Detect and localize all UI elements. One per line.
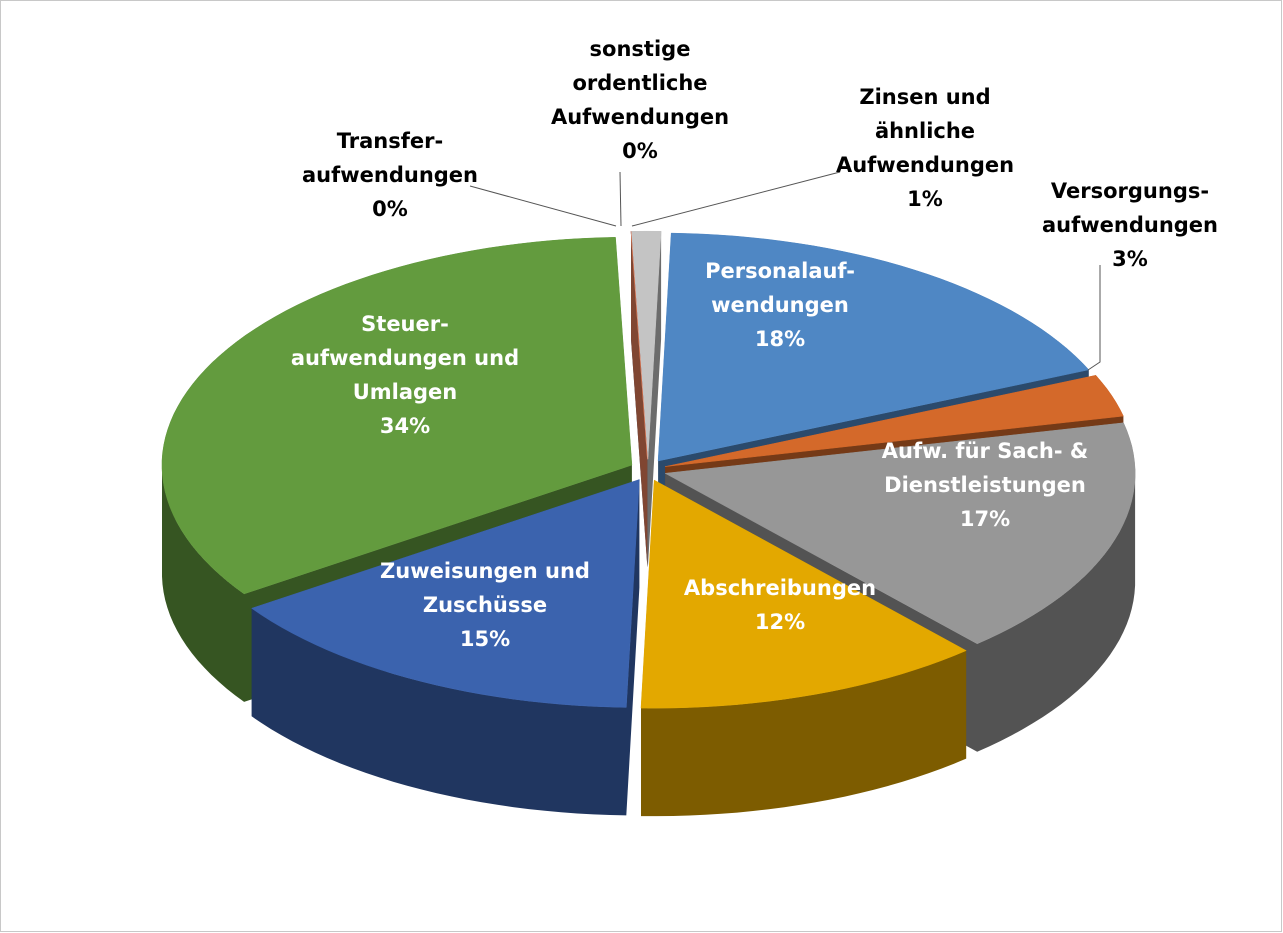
- slice-label-box: Abschreibungen 12%: [660, 568, 900, 643]
- category-label: Personalauf- wendungen: [705, 259, 855, 317]
- slice-label-box: Transfer- aufwendungen 0%: [280, 120, 500, 230]
- slice-label-box: Versorgungs- aufwendungen 3%: [1015, 170, 1245, 280]
- slice-label-box: Zinsen und ähnliche Aufwendungen 1%: [810, 76, 1040, 221]
- slice-label: Transfer- aufwendungen 0%: [280, 120, 500, 230]
- leader-line: [1087, 265, 1101, 371]
- slice-label: Abschreibungen 12%: [660, 568, 900, 643]
- category-label: sonstige ordentliche Aufwendungen: [550, 37, 730, 129]
- value-label: 0%: [622, 139, 658, 163]
- slice: [251, 479, 640, 708]
- category-label: Aufw. für Sach- & Dienstleistungen: [881, 439, 1089, 497]
- value-label: 18%: [754, 327, 806, 351]
- slice-side: [631, 231, 648, 568]
- slice-label: Aufw. für Sach- & Dienstleistungen 17%: [855, 430, 1115, 540]
- category-label: Abschreibungen: [683, 576, 877, 600]
- category-label: Transfer- aufwendungen: [301, 129, 478, 187]
- value-label: 17%: [959, 507, 1011, 531]
- leader-line: [631, 171, 841, 227]
- slice: [665, 375, 1124, 467]
- slice-label-box: sonstige ordentliche Aufwendungen 0%: [525, 28, 755, 173]
- value-label: 0%: [372, 197, 408, 221]
- slice-label: Steuer- aufwendungen und Umlagen 34%: [265, 303, 545, 448]
- slice: [631, 230, 662, 460]
- value-label: 3%: [1112, 247, 1148, 271]
- slice-label: sonstige ordentliche Aufwendungen 0%: [525, 28, 755, 173]
- slice-label-box: Personalauf- wendungen 18%: [660, 250, 900, 360]
- category-label: Versorgungs- aufwendungen: [1041, 179, 1218, 237]
- leader-line: [469, 185, 617, 227]
- value-label: 12%: [754, 610, 806, 634]
- slice-label-box: Zuweisungen und Zuschüsse 15%: [355, 550, 615, 660]
- leader-line: [619, 171, 622, 227]
- slice: [664, 422, 1136, 645]
- category-label: Steuer- aufwendungen und Umlagen: [290, 312, 520, 404]
- slice-label: Zinsen und ähnliche Aufwendungen 1%: [810, 76, 1040, 221]
- value-label: 1%: [907, 187, 943, 211]
- slice: [161, 237, 633, 595]
- slice: [657, 232, 1090, 462]
- slice-label: Zuweisungen und Zuschüsse 15%: [355, 550, 615, 660]
- value-label: 15%: [459, 627, 511, 651]
- slice: [630, 231, 648, 460]
- slice-label-box: Steuer- aufwendungen und Umlagen 34%: [265, 303, 545, 448]
- slice-label: Personalauf- wendungen 18%: [660, 250, 900, 360]
- category-label: Zinsen und ähnliche Aufwendungen: [835, 85, 1015, 177]
- slice-label-box: Aufw. für Sach- & Dienstleistungen 17%: [855, 430, 1115, 540]
- slice-label: Versorgungs- aufwendungen 3%: [1015, 170, 1245, 280]
- slice: [640, 479, 967, 709]
- value-label: 34%: [379, 414, 431, 438]
- category-label: Zuweisungen und Zuschüsse: [380, 559, 590, 617]
